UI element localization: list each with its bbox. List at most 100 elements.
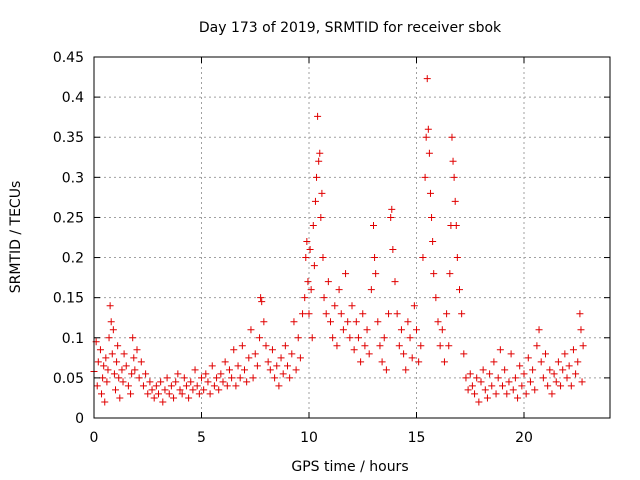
data-point-marker — [315, 157, 323, 165]
data-point-marker — [195, 390, 203, 398]
data-point-marker — [247, 326, 255, 334]
data-point-marker — [468, 382, 476, 390]
data-point-marker — [391, 278, 399, 286]
data-point-marker — [378, 358, 386, 366]
data-point-marker — [329, 334, 337, 342]
data-point-marker — [251, 350, 259, 358]
data-point-marker — [576, 310, 584, 318]
data-point-marker — [473, 374, 481, 382]
data-point-marker — [488, 382, 496, 390]
data-point-marker — [163, 374, 171, 382]
data-point-marker — [376, 342, 384, 350]
data-point-marker — [456, 286, 463, 294]
data-point-marker — [322, 310, 330, 318]
data-point-marker — [531, 386, 539, 394]
data-point-marker — [206, 390, 214, 398]
y-tick-label: 0.4 — [62, 90, 84, 106]
data-point-marker — [450, 173, 458, 181]
data-point-marker — [550, 370, 558, 378]
y-tick-label: 0.3 — [62, 170, 84, 186]
data-point-marker — [302, 254, 310, 262]
data-point-marker — [421, 173, 429, 181]
data-point-marker — [385, 310, 393, 318]
data-point-marker — [130, 354, 138, 362]
data-point-marker — [133, 346, 141, 354]
data-point-marker — [174, 370, 182, 378]
data-point-marker — [430, 270, 438, 278]
data-point-marker — [238, 342, 246, 350]
y-tick-label: 0.15 — [53, 291, 84, 307]
data-point-marker — [440, 358, 448, 366]
data-point-marker — [257, 294, 265, 302]
data-point-marker — [260, 318, 268, 326]
data-point-marker — [335, 286, 343, 294]
data-point-marker — [524, 354, 532, 362]
data-point-marker — [331, 302, 339, 310]
data-point-marker — [507, 350, 515, 358]
data-point-marker — [542, 350, 549, 358]
data-point-marker — [539, 374, 547, 382]
data-point-marker — [339, 326, 347, 334]
data-point-marker — [434, 318, 442, 326]
data-point-marker — [106, 302, 114, 310]
data-point-marker — [453, 254, 461, 262]
data-point-marker — [122, 362, 130, 370]
data-point-marker — [191, 366, 199, 374]
y-tick-label: 0.35 — [53, 130, 84, 146]
data-point-marker — [107, 318, 115, 326]
data-point-marker — [113, 358, 121, 366]
data-point-marker — [537, 358, 545, 366]
data-point-marker — [292, 366, 300, 374]
data-point-marker — [290, 318, 298, 326]
data-point-marker — [296, 354, 304, 362]
data-point-marker — [552, 378, 560, 386]
data-point-marker — [159, 398, 167, 406]
data-point-marker — [307, 286, 315, 294]
data-point-marker — [317, 213, 325, 221]
data-point-marker — [448, 133, 456, 141]
data-point-marker — [511, 374, 519, 382]
data-point-marker — [146, 378, 154, 386]
data-point-marker — [311, 197, 319, 205]
data-point-marker — [460, 350, 468, 358]
data-point-marker — [544, 382, 552, 390]
data-point-marker — [306, 246, 314, 254]
data-point-marker — [471, 390, 479, 398]
data-point-marker — [424, 125, 432, 133]
data-point-marker — [406, 334, 414, 342]
data-point-marker — [286, 374, 294, 382]
data-point-marker — [559, 366, 567, 374]
data-point-marker — [370, 221, 377, 229]
data-point-marker — [99, 374, 107, 382]
data-point-marker — [310, 262, 318, 270]
data-point-marker — [363, 326, 371, 334]
data-point-marker — [365, 350, 373, 358]
x-tick-label: 5 — [197, 430, 206, 446]
data-point-marker — [371, 254, 379, 262]
data-point-marker — [120, 350, 128, 358]
data-point-marker — [563, 374, 571, 382]
data-point-marker — [262, 342, 270, 350]
data-point-marker — [496, 346, 504, 354]
data-point-marker — [569, 346, 577, 354]
data-point-marker — [204, 378, 212, 386]
y-tick-label: 0.25 — [53, 210, 84, 226]
data-point-marker — [486, 370, 494, 378]
data-point-marker — [114, 342, 122, 350]
data-point-marker — [579, 342, 587, 350]
data-point-marker — [404, 318, 412, 326]
data-point-marker — [436, 342, 444, 350]
data-point-marker — [94, 358, 102, 366]
data-point-marker — [567, 382, 575, 390]
data-point-marker — [208, 362, 216, 370]
data-point-marker — [187, 378, 195, 386]
data-point-marker — [413, 326, 420, 334]
data-point-marker — [533, 342, 541, 350]
data-point-marker — [492, 390, 500, 398]
y-tick-label: 0.45 — [53, 50, 84, 66]
data-point-marker — [309, 221, 317, 229]
y-axis-label: SRMTID / TECUs — [8, 181, 24, 294]
data-point-marker — [124, 382, 132, 390]
data-point-marker — [241, 366, 248, 374]
data-point-marker — [150, 394, 158, 402]
